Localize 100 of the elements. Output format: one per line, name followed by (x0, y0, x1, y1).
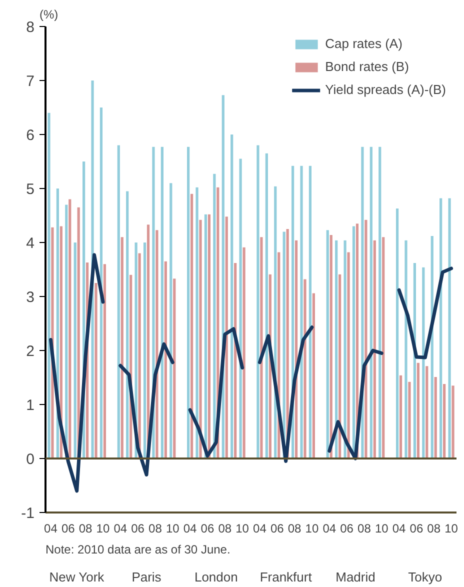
bar (256, 145, 260, 458)
bar (230, 134, 234, 458)
x-tick-label: 06 (200, 522, 214, 536)
bar (422, 267, 425, 458)
bar (338, 274, 342, 458)
bar (156, 230, 158, 458)
legend-label: Yield spreads (A)-(B) (325, 82, 446, 97)
x-tick-label: 04 (183, 522, 198, 536)
bar (164, 261, 167, 458)
text: New York (49, 570, 105, 584)
bar (373, 240, 376, 458)
bar (416, 362, 420, 458)
bar (399, 375, 402, 458)
bar (74, 242, 76, 458)
bar (308, 166, 312, 458)
bar (452, 386, 454, 458)
text: London (194, 570, 238, 584)
x-tick-label: 04 (44, 522, 58, 536)
y-tick-label: 0 (26, 451, 34, 468)
x-tick-label: 06 (61, 522, 76, 536)
x-tick-label: 06 (131, 522, 145, 536)
x-tick-label: 06 (410, 522, 424, 536)
bar (300, 166, 303, 458)
x-tick-label: 04 (114, 522, 128, 536)
x-tick-label: 08 (288, 522, 302, 536)
bar (378, 146, 382, 458)
bar (404, 240, 408, 458)
bar (347, 252, 350, 458)
y-tick-label: -1 (21, 505, 35, 522)
bar (370, 146, 372, 458)
bar (94, 283, 98, 458)
bar (213, 174, 216, 458)
text: Madrid (336, 570, 376, 584)
bar (100, 108, 103, 458)
bar (91, 80, 94, 458)
legend-label: Bond rates (B) (325, 59, 409, 74)
x-tick-label: 10 (96, 522, 110, 536)
bar (103, 264, 106, 458)
bar (326, 230, 329, 458)
bar (312, 293, 315, 458)
bar (138, 253, 141, 458)
bar (126, 191, 129, 458)
bar (160, 146, 164, 458)
x-tick-label: 10 (305, 522, 319, 536)
x-tick-label: 08 (358, 522, 372, 536)
bar (120, 237, 124, 458)
bar (352, 226, 356, 458)
bar (434, 376, 437, 458)
y-tick-label: 8 (26, 19, 34, 36)
bar (65, 204, 68, 458)
y-axis-title: (%) (40, 8, 58, 22)
bar (364, 220, 368, 458)
text: Tokyo (408, 570, 442, 584)
x-tick-label: 06 (270, 522, 284, 536)
bar (242, 247, 246, 458)
x-tick-label: 08 (218, 522, 232, 536)
x-tick-label: 10 (236, 522, 250, 536)
text: Note: 2010 data are as of 30 June. (46, 542, 230, 556)
bar (330, 234, 332, 458)
bar (239, 158, 242, 458)
bar (225, 216, 228, 458)
x-tick-label: 04 (322, 522, 336, 536)
text: Paris (132, 570, 162, 584)
bar (344, 240, 346, 458)
bar (382, 237, 385, 458)
bar (260, 237, 263, 458)
bar (199, 220, 202, 458)
x-tick-label: 08 (148, 522, 162, 536)
x-tick-label: 08 (427, 522, 441, 536)
bar (208, 214, 211, 458)
y-tick-label: 6 (26, 127, 34, 144)
y-tick-label: 5 (26, 181, 34, 198)
x-tick-label: 10 (444, 522, 458, 536)
bar (304, 279, 306, 458)
x-tick-label: 04 (392, 522, 406, 536)
bar (190, 194, 194, 458)
bar (48, 112, 50, 458)
bar (265, 153, 268, 458)
y-tick-label: 3 (26, 289, 34, 306)
bar (408, 382, 411, 458)
bar (396, 208, 399, 458)
x-tick-label: 04 (253, 522, 267, 536)
y-tick-label: 7 (26, 73, 34, 90)
bar (173, 278, 176, 458)
bar (143, 242, 146, 458)
bar (448, 198, 451, 458)
bar (117, 145, 120, 458)
x-tick-label: 10 (374, 522, 389, 536)
x-tick-label: 08 (78, 522, 93, 536)
bar (335, 240, 338, 458)
y-tick-label: 2 (26, 343, 34, 360)
bar (443, 384, 446, 458)
legend-label: Cap rates (A) (325, 36, 402, 51)
bar (68, 199, 72, 458)
bar (196, 187, 198, 458)
bar (170, 183, 172, 458)
bar (426, 366, 428, 458)
x-tick-label: 06 (340, 522, 354, 536)
x-tick-label: 10 (166, 522, 180, 536)
bar (187, 146, 190, 458)
